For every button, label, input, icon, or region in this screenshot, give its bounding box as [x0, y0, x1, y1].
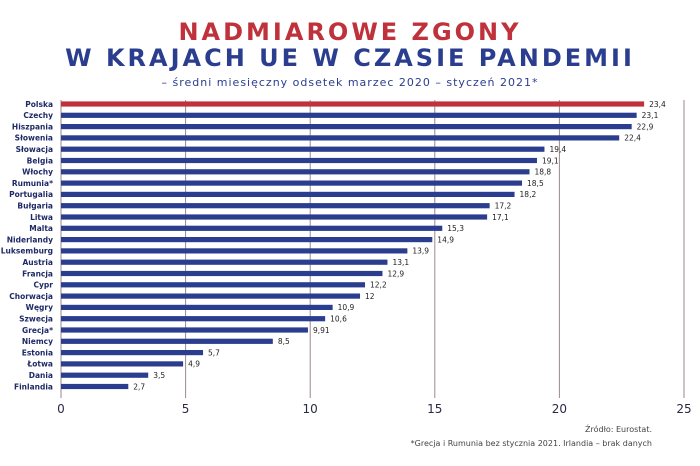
value-label: 22,4 — [624, 134, 641, 143]
value-label: 17,2 — [495, 202, 512, 211]
value-label: 2,7 — [133, 382, 145, 391]
bar — [61, 327, 308, 333]
value-label: 3,5 — [153, 371, 165, 380]
x-tick-label: 15 — [427, 402, 442, 416]
x-tick-label: 10 — [303, 402, 318, 416]
chart-subtitle: – średni miesięczny odsetek marzec 2020 … — [161, 76, 539, 89]
chart-title-line1: NADMIAROWE ZGONY — [178, 18, 522, 46]
bar — [61, 361, 184, 367]
bar — [61, 180, 523, 186]
bar — [61, 316, 326, 322]
category-label: Hiszpania — [12, 122, 53, 131]
bar — [61, 282, 366, 288]
category-label: Węgry — [26, 303, 53, 312]
value-label: 13,9 — [412, 247, 429, 256]
category-label: Litwa — [30, 213, 53, 222]
category-label: Łotwa — [26, 360, 53, 369]
bar — [61, 372, 149, 378]
value-labels: 23,4 23,1 22,9 22,4 19,4 19,1 18,8 18,5 18,2 17,2… — [133, 100, 666, 391]
category-label: Polska — [25, 100, 53, 109]
bar — [61, 350, 204, 356]
x-axis-ticks: 0 5 10 15 20 25 — [57, 402, 691, 416]
value-label: 15,3 — [447, 224, 464, 233]
bar — [61, 259, 388, 265]
value-label: 13,1 — [392, 258, 409, 267]
value-label: 18,8 — [534, 168, 551, 177]
source-note: Źródło: Eurostat. — [585, 425, 652, 434]
value-label: 19,4 — [549, 145, 566, 154]
category-label: Estonia — [22, 348, 53, 357]
value-label: 12 — [365, 292, 375, 301]
category-label: Luksemburg — [1, 247, 53, 256]
bar — [61, 157, 537, 164]
category-label: Austria — [22, 258, 53, 267]
category-label: Finlandia — [14, 382, 53, 391]
x-tick-label: 5 — [182, 402, 190, 416]
bar — [61, 146, 545, 152]
category-label: Czechy — [23, 111, 53, 120]
category-label: Włochy — [22, 168, 53, 177]
bar — [61, 214, 488, 220]
bar — [61, 304, 333, 310]
value-label: 10,6 — [330, 315, 347, 324]
value-label: 14,9 — [437, 235, 454, 244]
category-label: Chorwacja — [9, 292, 53, 301]
bar — [61, 237, 433, 243]
value-label: 23,4 — [649, 100, 666, 109]
value-label: 17,1 — [492, 213, 509, 222]
x-tick-label: 25 — [676, 402, 691, 416]
bar — [61, 112, 637, 118]
bar — [61, 383, 129, 390]
value-label: 4,9 — [188, 360, 200, 369]
value-label: 23,1 — [642, 111, 659, 120]
bar — [61, 293, 361, 299]
category-label: Grecja* — [22, 326, 53, 335]
category-label: Dania — [29, 371, 53, 380]
category-labels: Polska Czechy Hiszpania Słowenia Słowacja Bel… — [1, 100, 54, 391]
category-label: Portugalia — [9, 190, 53, 199]
footnote: *Grecja i Rumunia bez stycznia 2021. Irl… — [410, 439, 652, 448]
category-label: Rumunia* — [12, 179, 53, 188]
bar — [61, 191, 515, 197]
x-tick-label: 0 — [57, 402, 65, 416]
bar — [61, 270, 383, 277]
value-label: 19,1 — [542, 156, 559, 165]
bars — [61, 101, 645, 390]
category-label: Cypr — [34, 281, 54, 290]
bar — [61, 169, 530, 175]
bar — [61, 248, 408, 254]
category-label: Niemcy — [22, 337, 53, 346]
value-label: 9,91 — [313, 326, 330, 335]
category-label: Belgia — [27, 156, 53, 165]
value-label: 10,9 — [338, 303, 355, 312]
category-label: Szwecja — [19, 315, 53, 324]
x-tick-label: 20 — [552, 402, 567, 416]
value-label: 18,2 — [520, 190, 537, 199]
category-label: Francja — [22, 269, 53, 278]
value-label: 5,7 — [208, 348, 220, 357]
category-label: Niderlandy — [7, 235, 53, 244]
category-label: Bułgaria — [17, 202, 53, 211]
bar — [61, 225, 443, 231]
value-label: 8,5 — [278, 337, 290, 346]
bar — [61, 338, 273, 344]
bar — [61, 203, 490, 209]
category-label: Słowenia — [15, 134, 53, 143]
value-label: 12,9 — [387, 269, 404, 278]
category-label: Malta — [29, 224, 53, 233]
value-label: 12,2 — [370, 281, 387, 290]
bar — [61, 124, 632, 130]
category-label: Słowacja — [16, 145, 53, 154]
value-label: 22,9 — [637, 122, 654, 131]
bar — [61, 101, 645, 107]
chart-title-line2: W KRAJACH UE W CZASIE PANDEMII — [65, 44, 635, 72]
value-label: 18,5 — [527, 179, 544, 188]
bar — [61, 135, 620, 141]
